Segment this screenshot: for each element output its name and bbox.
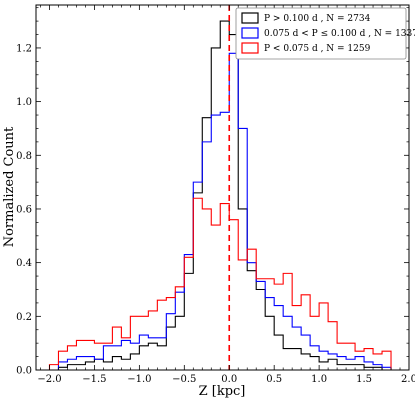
histogram-series-0 [49,20,401,371]
x-tick-label: −1.5 [82,374,106,385]
legend-swatch [241,27,259,39]
legend-label: P > 0.100 d , N = 2734 [264,14,371,24]
y-tick-label: 0.6 [16,204,32,215]
y-axis-title: Normalized Count [2,126,17,247]
x-tick-label: 1.5 [356,374,372,385]
series-layer [48,20,401,371]
histogram-series-1 [49,52,401,371]
legend: P > 0.100 d , N = 2734 0.075 d < P ≤ 0.10… [235,7,415,60]
histogram-series-2 [48,197,401,371]
x-tick-label: −1.0 [127,374,151,385]
legend-box [235,7,407,60]
legend-swatch [241,12,259,24]
x-axis-title: Z [kpc] [199,384,246,399]
legend-swatch [241,42,259,54]
legend-label: P < 0.075 d , N = 1259 [264,44,371,54]
y-tick-label: 1.2 [16,43,32,54]
plot-frame [35,4,410,371]
x-tick-label: 1.0 [311,374,327,385]
y-tick-label: 0.4 [16,258,32,269]
x-tick-label: −0.5 [172,374,196,385]
x-tick-label: −2.0 [37,374,61,385]
y-tick-label: 0.8 [16,151,32,162]
x-tick-label: 2.0 [401,374,415,385]
x-tick-label: 0.5 [266,374,282,385]
y-tick-label: 0.2 [16,312,32,323]
legend-label: 0.075 d < P ≤ 0.100 d , N = 1337 [264,29,415,39]
y-tick-label: 0.0 [16,366,32,377]
x-tick-label: 0.0 [221,374,237,385]
y-tick-label: 1.0 [16,97,32,108]
